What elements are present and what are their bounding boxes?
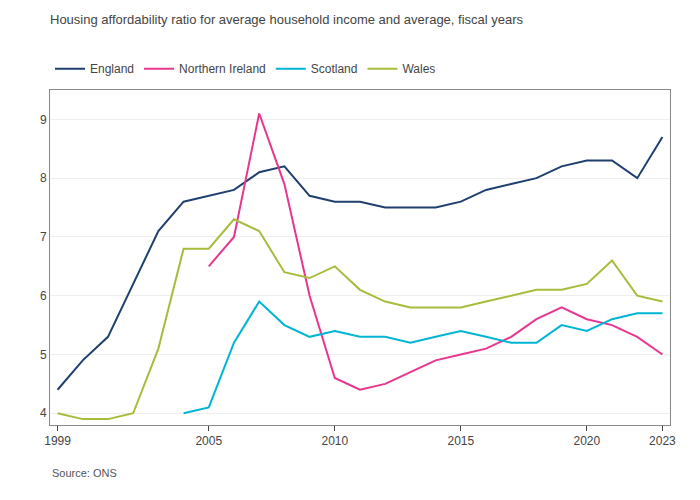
svg-text:England: England (90, 62, 134, 76)
svg-text:Source: ONS: Source: ONS (52, 467, 117, 479)
svg-text:4: 4 (40, 406, 47, 420)
svg-text:2015: 2015 (447, 434, 474, 448)
svg-text:Housing affordability ratio fo: Housing affordability ratio for average … (50, 12, 524, 27)
svg-text:8: 8 (40, 171, 47, 185)
svg-text:2020: 2020 (573, 434, 600, 448)
svg-text:1999: 1999 (44, 434, 71, 448)
svg-text:2023: 2023 (649, 434, 676, 448)
svg-text:Northern Ireland: Northern Ireland (179, 62, 266, 76)
svg-text:6: 6 (40, 289, 47, 303)
svg-text:2005: 2005 (195, 434, 222, 448)
svg-text:7: 7 (40, 230, 47, 244)
svg-text:Wales: Wales (402, 62, 435, 76)
svg-text:Scotland: Scotland (311, 62, 358, 76)
svg-text:9: 9 (40, 113, 47, 127)
svg-text:2010: 2010 (321, 434, 348, 448)
svg-text:5: 5 (40, 348, 47, 362)
